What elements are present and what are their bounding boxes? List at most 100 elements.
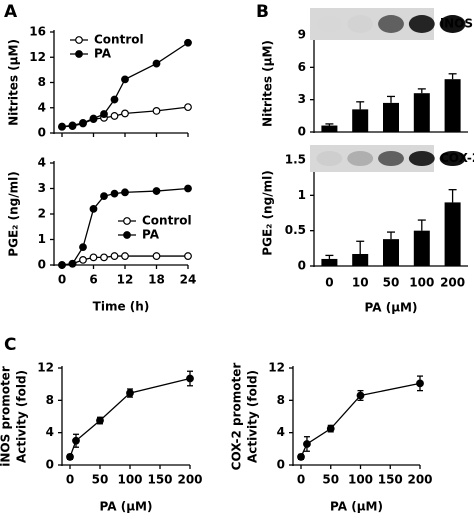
marker [110,112,119,120]
marker [110,189,119,198]
blot-band [439,150,466,167]
legend-marker [123,217,131,225]
marker [356,391,365,400]
x-tick-label: 6 [89,273,97,287]
x-tick-label: 50 [92,473,109,487]
blot-band [316,15,342,33]
blot-label: iNOS [440,17,473,31]
bar [444,202,461,266]
marker [110,252,119,260]
marker [152,252,161,260]
x-tick-label: 50 [383,276,400,290]
y-tick-label: 8 [277,393,285,407]
blot-band [378,150,404,167]
marker [68,121,77,130]
panel-label: B [256,2,269,22]
y-tick-label: 2 [38,207,46,221]
bar [321,258,338,266]
marker [58,261,66,269]
marker [79,256,87,264]
x-tick-label: 0 [325,276,333,290]
y-tick-label: 4 [46,425,54,439]
y-tick-label: 4 [38,100,46,114]
y-axis-label: Nitrites (µM) [261,40,275,127]
y-tick-label: 1 [38,232,46,246]
marker [152,187,161,195]
marker [66,453,74,461]
x-axis-label: PA (µM) [330,500,383,514]
x-axis-label: PA (µM) [365,301,418,315]
y-tick-label: 0 [277,458,285,472]
marker [152,107,161,115]
blot-band [439,15,466,33]
marker [110,95,119,104]
y-tick-label: 1 [298,188,306,202]
marker [100,110,108,118]
y-tick-label: 0 [298,259,306,273]
x-tick-label: 200 [177,473,202,487]
bar [352,253,369,266]
marker [121,75,129,84]
marker [72,436,80,445]
y-tick-label: 4 [277,425,285,439]
legend-marker [75,50,83,58]
blot-band [347,150,374,167]
blot-band [378,15,404,33]
x-tick-label: 18 [148,273,165,287]
x-axis-label: Time (h) [93,300,150,314]
legend-label: Control [94,33,144,47]
bar [413,93,430,132]
y-axis-label: Activity (fold) [15,370,29,463]
blot-band [347,15,373,33]
y-tick-label: 0 [298,125,306,139]
blot-label: COX-2 [440,151,474,165]
x-tick-label: 50 [322,473,339,487]
y-tick-label: 0 [46,458,54,472]
marker [89,204,98,213]
marker [184,103,192,112]
legend-label: PA [142,228,160,242]
marker [100,253,108,262]
x-tick-label: 10 [352,276,369,290]
marker [79,243,87,252]
y-axis-label: PGE₂ (ng/ml) [261,170,275,255]
blot-band [408,15,435,33]
x-tick-label: 12 [117,273,134,287]
marker [89,114,98,123]
y-tick-label: 16 [29,25,46,39]
marker [68,259,77,268]
y-axis-label: iNOS promoter [0,366,13,467]
x-tick-label: 200 [440,276,465,290]
x-tick-label: 100 [409,276,434,290]
bar [444,79,461,132]
x-tick-label: 150 [378,473,403,487]
y-tick-label: 1.5 [285,153,306,167]
bar [383,239,399,266]
y-tick-label: 6 [298,60,306,74]
blot-band [316,150,343,167]
marker [416,379,424,388]
y-tick-label: 0 [38,258,46,272]
panel-label: C [4,335,16,355]
legend-marker [75,36,83,44]
y-axis-label: Nitrites (µM) [7,39,21,126]
y-tick-label: 8 [38,75,46,89]
blot-band [408,150,435,167]
marker [58,122,66,131]
legend-label: Control [142,214,192,228]
marker [184,38,192,47]
marker [100,192,108,201]
y-tick-label: 0.5 [285,223,306,237]
marker [121,109,129,118]
x-tick-label: 200 [407,473,432,487]
marker [184,184,192,193]
y-tick-label: 3 [298,92,306,106]
y-tick-label: 12 [29,50,46,64]
bar [383,102,399,132]
y-tick-label: 8 [46,393,54,407]
bar [321,125,338,132]
marker [152,59,161,68]
x-tick-label: 100 [117,473,142,487]
y-tick-label: 3 [38,181,46,195]
